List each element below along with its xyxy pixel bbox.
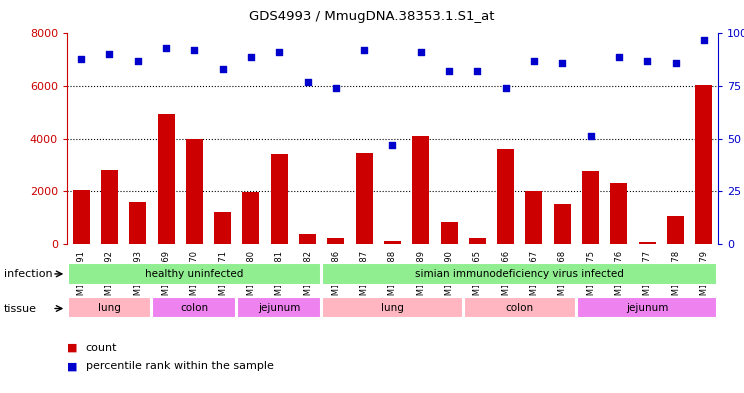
Bar <box>243 193 260 244</box>
Text: healthy uninfected: healthy uninfected <box>145 269 243 279</box>
Text: infection: infection <box>4 269 52 279</box>
Point <box>358 47 370 53</box>
Bar <box>237 297 321 318</box>
Bar <box>384 241 401 244</box>
Bar <box>610 183 627 244</box>
Bar <box>356 153 373 244</box>
Text: percentile rank within the sample: percentile rank within the sample <box>86 361 274 371</box>
Bar <box>214 212 231 244</box>
Bar <box>327 239 344 244</box>
Point <box>641 58 653 64</box>
Text: simian immunodeficiency virus infected: simian immunodeficiency virus infected <box>415 269 624 279</box>
Text: ■: ■ <box>67 361 77 371</box>
Bar <box>299 234 316 244</box>
Bar <box>554 204 571 244</box>
Point <box>415 49 427 55</box>
Bar <box>440 222 458 244</box>
Point <box>301 79 313 85</box>
Point <box>557 60 568 66</box>
Text: colon: colon <box>180 303 208 312</box>
Bar <box>696 84 712 244</box>
Point <box>528 58 540 64</box>
Bar <box>412 136 429 244</box>
Text: GDS4993 / MmugDNA.38353.1.S1_at: GDS4993 / MmugDNA.38353.1.S1_at <box>249 10 495 23</box>
Bar <box>186 139 203 244</box>
Point <box>132 58 144 64</box>
Bar <box>68 297 151 318</box>
Bar <box>667 216 684 244</box>
Point <box>613 53 625 60</box>
Text: ■: ■ <box>67 343 77 353</box>
Bar <box>322 263 717 285</box>
Text: lung: lung <box>98 303 121 312</box>
Bar <box>525 191 542 244</box>
Text: jejunum: jejunum <box>626 303 668 312</box>
Bar <box>582 171 599 244</box>
Text: colon: colon <box>506 303 534 312</box>
Point <box>500 85 512 91</box>
Bar <box>158 114 175 244</box>
Point <box>670 60 682 66</box>
Bar <box>101 170 118 244</box>
Text: tissue: tissue <box>4 303 36 314</box>
Bar <box>464 297 576 318</box>
Point <box>103 51 115 57</box>
Text: lung: lung <box>381 303 404 312</box>
Bar <box>68 263 321 285</box>
Point <box>273 49 285 55</box>
Point <box>698 37 710 43</box>
Bar <box>497 149 514 244</box>
Bar <box>153 297 237 318</box>
Point <box>245 53 257 60</box>
Point <box>160 45 172 51</box>
Bar <box>322 297 463 318</box>
Point <box>585 133 597 140</box>
Bar <box>271 154 288 244</box>
Point <box>443 68 455 74</box>
Text: count: count <box>86 343 117 353</box>
Bar <box>577 297 717 318</box>
Point <box>217 66 228 72</box>
Point <box>188 47 200 53</box>
Text: jejunum: jejunum <box>258 303 301 312</box>
Point <box>330 85 341 91</box>
Bar <box>73 190 89 244</box>
Bar <box>638 242 655 244</box>
Bar <box>129 202 147 244</box>
Point <box>387 142 399 148</box>
Point <box>75 55 87 62</box>
Point <box>472 68 484 74</box>
Bar <box>469 239 486 244</box>
